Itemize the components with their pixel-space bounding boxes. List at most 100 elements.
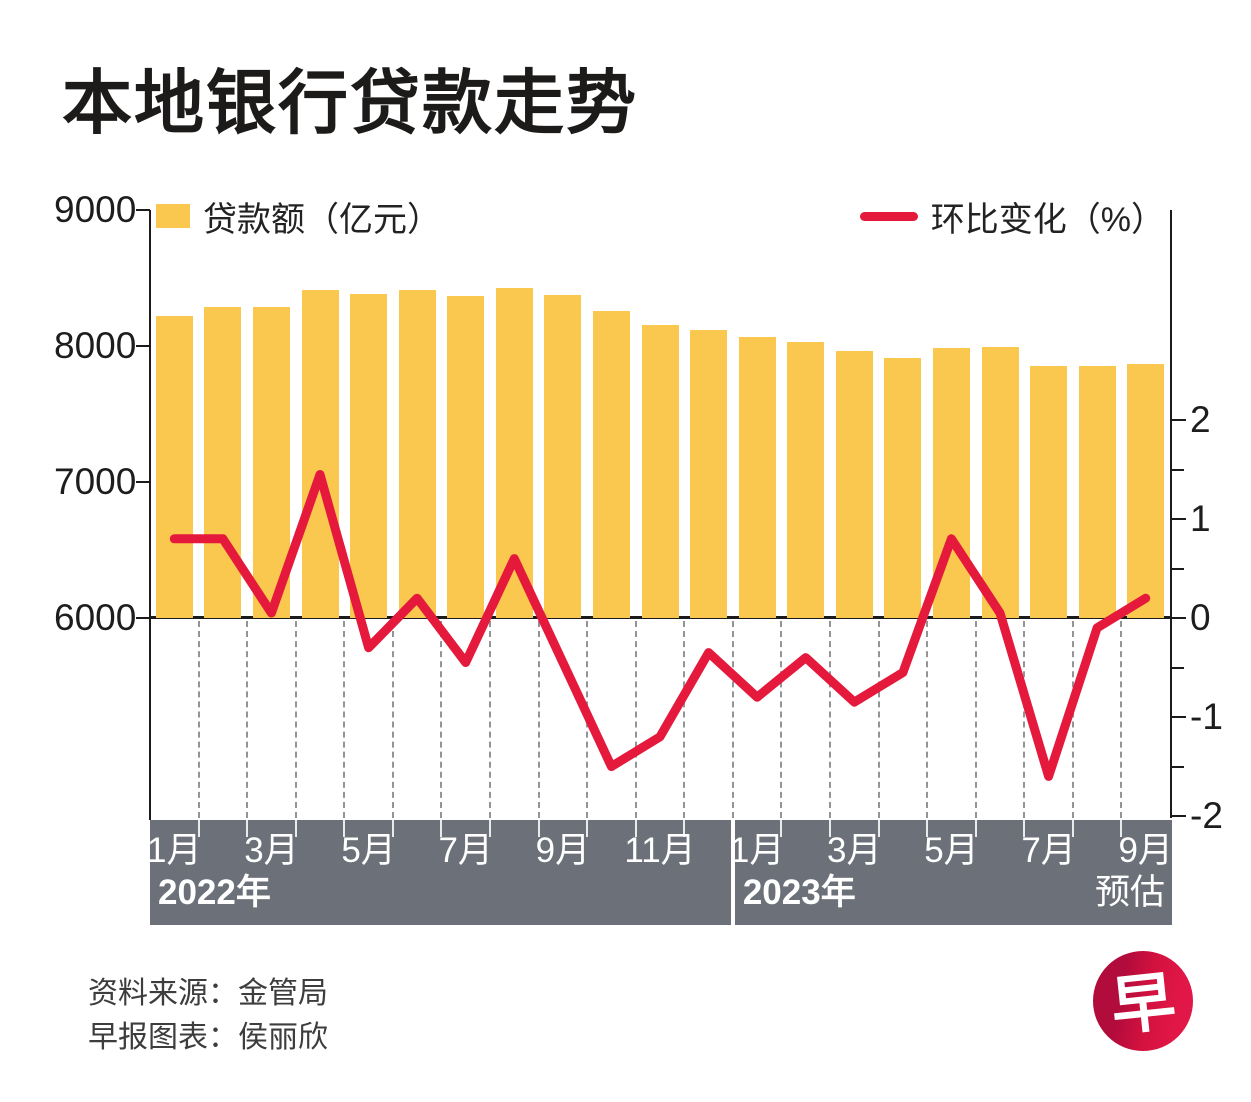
bar-2022年2月 [204,307,242,618]
right-axis-minor-tick [1172,567,1184,570]
gridline-dashed [926,621,929,818]
bar-2022年4月 [301,290,339,618]
band-tick [440,820,443,837]
bar-2023年3月 [835,351,873,618]
month-label: 5月 [341,831,396,870]
gridline-dashed [440,621,443,818]
right-axis-label: 1 [1190,498,1211,539]
bar-2022年6月 [398,290,436,618]
zaobao-logo: 早 [1093,951,1193,1051]
band-tick [537,820,540,837]
right-axis-tick [1172,716,1186,718]
left-axis-tick [136,617,150,619]
left-axis-tick [136,345,150,347]
right-axis-tick [1172,617,1186,619]
band-tick [586,820,589,837]
bar-2022年1月 [155,316,193,618]
month-label: 11月 [624,831,696,870]
gridline-dashed [489,621,491,818]
band-tick [246,820,249,837]
band-tick [343,820,346,837]
gridline-dashed [343,621,346,818]
month-label: 7月 [1021,831,1076,870]
bar-swatch-icon [156,204,190,228]
month-label: 9月 [535,831,591,870]
year-separator [730,820,735,925]
gridline-dashed [634,621,637,818]
credit-line: 早报图表：侯丽欣 [88,1021,328,1054]
left-axis-label: 6000 [54,597,137,638]
gridline-dashed [391,621,394,818]
gridline-dashed [294,621,297,818]
zaobao-logo-glyph: 早 [1107,964,1179,1044]
right-axis-label: 2 [1190,399,1211,440]
right-axis-minor-tick [1172,666,1184,669]
right-axis-tick [1172,815,1186,817]
bar-2022年11月 [641,324,679,618]
band-tick [780,820,783,837]
left-axis-label: 8000 [54,325,137,366]
gridline-dashed [829,621,831,818]
right-axis-label: 0 [1190,597,1211,638]
band-tick [974,820,977,837]
band-tick [1023,820,1026,837]
bar-2022年7月 [447,295,485,618]
band-tick [1120,820,1123,837]
month-label: 3月 [827,831,882,870]
bar-2023年4月 [884,357,922,618]
bar-2023年8月 [1078,365,1116,618]
gridline-dashed [1120,621,1123,818]
right-axis-tick [1172,518,1186,520]
legend-line: 环比变化（%） [859,196,1165,239]
right-axis-label: -1 [1190,696,1223,737]
left-axis-tick [136,481,150,483]
legend-line-label: 环比变化（%） [930,200,1165,239]
band-tick [877,820,880,837]
left-axis-line [149,210,151,820]
month-label: 7月 [438,831,493,870]
band-tick [926,820,929,837]
gridline-dashed [1071,621,1074,818]
bar-2022年9月 [544,295,582,618]
year-label: 2023年 [742,873,856,912]
bar-2023年9月 [1127,364,1165,618]
month-label: 9月 [1118,831,1173,870]
right-axis-minor-tick [1172,468,1184,471]
source-block: 资料来源：金管局 早报图表：侯丽欣 [88,972,328,1060]
left-axis-label: 9000 [54,189,137,230]
gridline-dashed [537,621,540,818]
gridline-dashed [877,621,880,818]
left-axis-tick [136,209,150,211]
legend-bar: 贷款额（亿元） [156,196,441,239]
band-tick [391,820,394,837]
band-tick [634,820,637,837]
year-label: 2022年 [158,873,271,912]
legend-bar-label: 贷款额（亿元） [203,200,441,239]
bar-2022年5月 [350,293,388,618]
band-tick [829,820,831,837]
estimate-note: 预估 [1094,873,1165,912]
bar-2023年7月 [1030,365,1068,618]
x-axis-band [150,820,1172,925]
gridline-dashed [731,621,734,818]
band-tick [197,820,200,837]
gridline-dashed [974,621,977,818]
page-title: 本地银行贷款走势 [62,64,638,142]
bar-2022年12月 [690,329,728,618]
band-tick [683,820,686,837]
month-label: 1月 [147,831,202,870]
bar-2022年10月 [592,310,630,618]
source-line: 资料来源：金管局 [88,977,328,1010]
gridline-dashed [683,621,686,818]
right-axis-line [1170,210,1172,818]
month-label: 3月 [244,831,299,870]
mom-change-line [169,470,1151,781]
band-tick [1071,820,1074,837]
gridline-dashed [246,621,249,818]
bar-2023年2月 [787,341,825,618]
right-axis-minor-tick [1172,765,1184,768]
gridline-dashed [197,621,200,818]
gridline-dashed [1023,621,1026,818]
